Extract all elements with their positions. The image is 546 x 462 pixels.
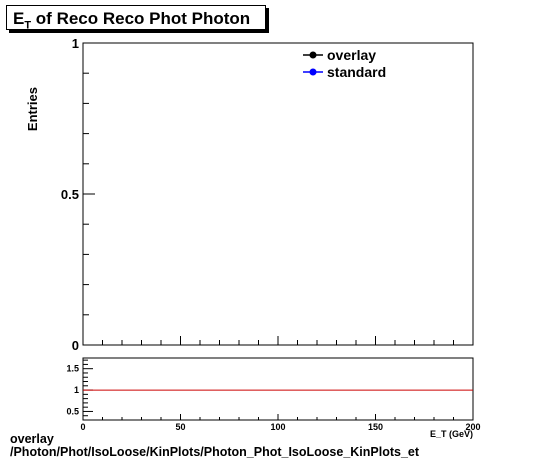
chart-title: ET of Reco Reco Phot Photon bbox=[6, 5, 266, 31]
x-axis-label: E_T (GeV) bbox=[430, 429, 473, 439]
main-plot-frame bbox=[82, 42, 474, 346]
legend-marker-overlay bbox=[309, 51, 317, 59]
footer-line-overlay: overlay bbox=[10, 432, 54, 446]
ratio-x-tick-label: 150 bbox=[368, 422, 383, 432]
legend-marker-standard bbox=[309, 68, 317, 76]
y-tick-label: 0.5 bbox=[61, 187, 79, 202]
ratio-x-tick-label: 100 bbox=[270, 422, 285, 432]
legend-label-standard: standard bbox=[327, 64, 386, 80]
ratio-y-tick-label: 1.5 bbox=[66, 364, 79, 374]
y-axis-label: Entries bbox=[25, 87, 40, 131]
legend-label-overlay: overlay bbox=[327, 47, 376, 63]
footer-caption: overlay /Photon/Phot/IsoLoose/KinPlots/P… bbox=[10, 433, 419, 459]
y-tick-label: 1 bbox=[72, 36, 79, 51]
footer-line-path: /Photon/Phot/IsoLoose/KinPlots/Photon_Ph… bbox=[10, 445, 420, 459]
ratio-y-tick-label: 1 bbox=[74, 385, 79, 395]
y-tick-label: 0 bbox=[72, 338, 79, 353]
ratio-x-tick-label: 0 bbox=[80, 422, 85, 432]
ratio-x-tick-label: 50 bbox=[175, 422, 185, 432]
ratio-y-tick-label: 0.5 bbox=[66, 406, 79, 416]
ratio-plot-frame bbox=[82, 357, 474, 421]
ratio-x-tick-label: 200 bbox=[465, 422, 480, 432]
